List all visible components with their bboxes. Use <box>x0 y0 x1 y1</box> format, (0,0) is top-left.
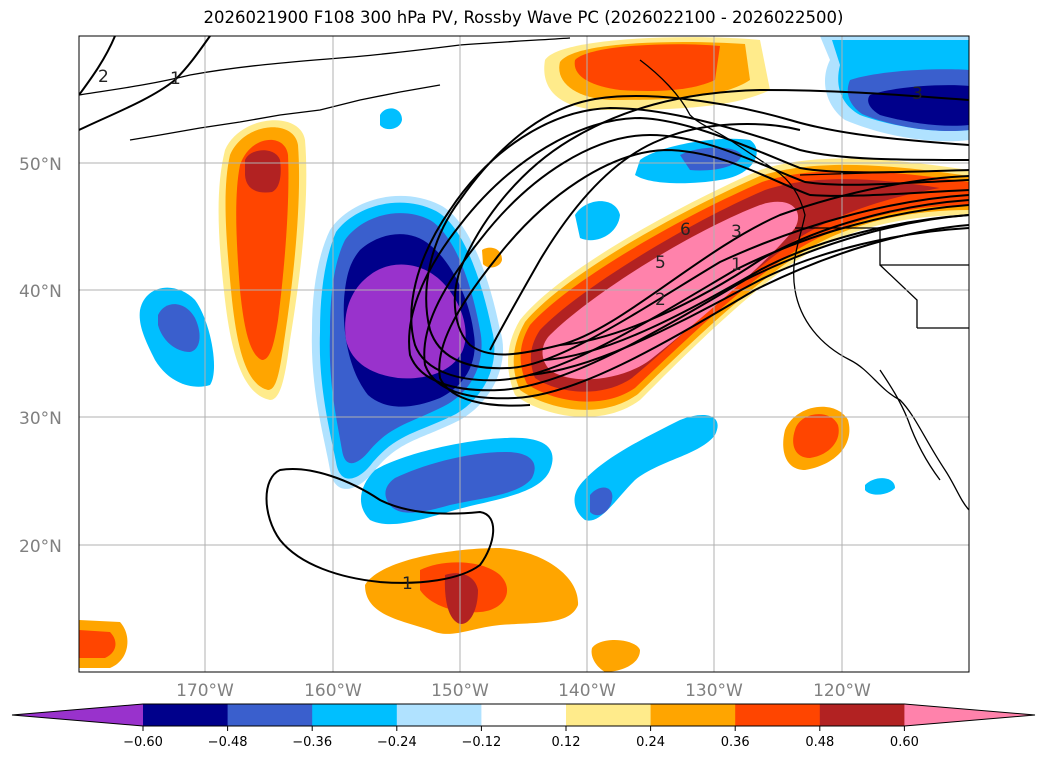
contour-label-1-nw: 1 <box>170 69 181 89</box>
pv-anomaly-negative-subtropical-east-core <box>590 487 613 516</box>
colorbar-tick-label: −0.60 <box>123 735 163 750</box>
map-frame <box>78 35 970 673</box>
baja-coastline <box>879 369 941 481</box>
pv-anomaly-positive-baja-core <box>793 414 839 458</box>
map-title: 2026021900 F108 300 hPa PV, Rossby Wave … <box>203 8 844 27</box>
contour-trough-1 <box>453 88 969 356</box>
colorbar-segments <box>11 703 1036 727</box>
contour-trough-7 <box>489 123 801 351</box>
contour-nw-1 <box>79 36 211 131</box>
pv-anomaly-negative-west-core <box>158 304 200 352</box>
colorbar-segment <box>481 704 567 726</box>
colorbar-segment <box>735 704 821 726</box>
contour-label-5: 5 <box>655 253 666 273</box>
colorbar-extend-min <box>12 704 143 726</box>
contour-label-3-ridge: 3 <box>731 222 742 242</box>
colorbar-tick-label: 0.24 <box>636 735 665 750</box>
contour-trough-6 <box>438 148 969 407</box>
rossby-wave-contours <box>79 36 969 584</box>
aleutian-coastline <box>129 84 441 141</box>
pv-shading-layer <box>79 36 969 672</box>
contour-nw-2 <box>79 36 116 96</box>
colorbar-segment <box>396 704 482 726</box>
colorbar-segment <box>650 704 736 726</box>
pv-anomaly-positive-blob-c <box>482 247 502 268</box>
contour-label-6: 6 <box>680 220 691 240</box>
lon-label-130w: 130°W <box>685 681 743 701</box>
colorbar-tick-label: 0.36 <box>721 735 750 750</box>
contour-label-2-ridge: 2 <box>655 290 666 310</box>
colorbar-tick-label: 0.12 <box>552 735 581 750</box>
lon-label-160w: 160°W <box>304 681 362 701</box>
contour-label-3-canada: 3 <box>912 84 923 104</box>
contour-label-1-south: 1 <box>402 574 413 594</box>
contour-ridge-2 <box>544 214 969 361</box>
pv-anomaly-positive-hawaii-peak <box>444 573 478 625</box>
pv-anomaly-negative-central-peak <box>345 264 466 379</box>
lat-label-30n: 30°N <box>19 409 62 429</box>
colorbar-segment <box>819 704 905 726</box>
colorbar-tick-label: 0.60 <box>890 735 919 750</box>
colorbar-tick-label: −0.36 <box>292 735 332 750</box>
pv-anomaly-positive-west-core <box>236 139 289 360</box>
pv-anomaly-negative-blob-d <box>865 478 895 495</box>
pv-anomaly-positive-sw-corner-core <box>79 630 116 658</box>
contour-southwest-loop <box>265 468 495 584</box>
colorbar-segment <box>227 704 313 726</box>
pv-anomaly-positive-west-peak <box>245 150 281 193</box>
oregon-california-border <box>795 227 969 266</box>
contour-ridge-1 <box>559 199 969 346</box>
colorbar-tick-label: 0.48 <box>805 735 834 750</box>
colorbar: −0.60 −0.48 −0.36 −0.24 −0.12 0.12 0.24 0.36 0.4… <box>11 703 1036 750</box>
pv-anomaly-positive-nw-core <box>574 44 720 91</box>
colorbar-ticks: −0.60 −0.48 −0.36 −0.24 −0.12 0.12 0.24 0.36 0.4… <box>123 726 919 750</box>
contour-label-layer: 2 1 3 6 5 3 1 2 1 <box>98 67 923 594</box>
contour-trough-5 <box>423 133 969 400</box>
colorbar-segment <box>566 704 652 726</box>
canada-coastline <box>639 59 969 511</box>
colorbar-extend-max <box>904 704 1035 726</box>
contour-label-2-nw: 2 <box>98 67 109 87</box>
lon-label-170w: 170°W <box>176 681 234 701</box>
lon-label-120w: 120°W <box>813 681 871 701</box>
colorbar-tick-label: −0.48 <box>208 735 248 750</box>
lat-label-20n: 20°N <box>19 537 62 557</box>
lat-label-40n: 40°N <box>19 282 62 302</box>
contour-ridge-3 <box>529 227 969 376</box>
colorbar-segment <box>143 704 229 726</box>
lon-label-150w: 150°W <box>431 681 489 701</box>
lat-label-50n: 50°N <box>19 155 62 175</box>
lon-label-140w: 140°W <box>558 681 616 701</box>
contour-trough-4 <box>408 116 969 392</box>
pv-anomaly-positive-south <box>591 639 640 672</box>
contour-label-1-ridge: 1 <box>731 255 742 275</box>
pv-anomaly-negative-blob-a <box>575 201 620 241</box>
colorbar-tick-label: −0.24 <box>377 735 417 750</box>
pv-anomaly-negative-blob-b <box>380 108 402 130</box>
colorbar-segment <box>312 704 398 726</box>
nevada-california-border <box>879 264 918 328</box>
colorbar-tick-label: −0.12 <box>461 735 501 750</box>
alaska-coastline <box>79 37 571 96</box>
contour-trough-3 <box>410 106 969 382</box>
